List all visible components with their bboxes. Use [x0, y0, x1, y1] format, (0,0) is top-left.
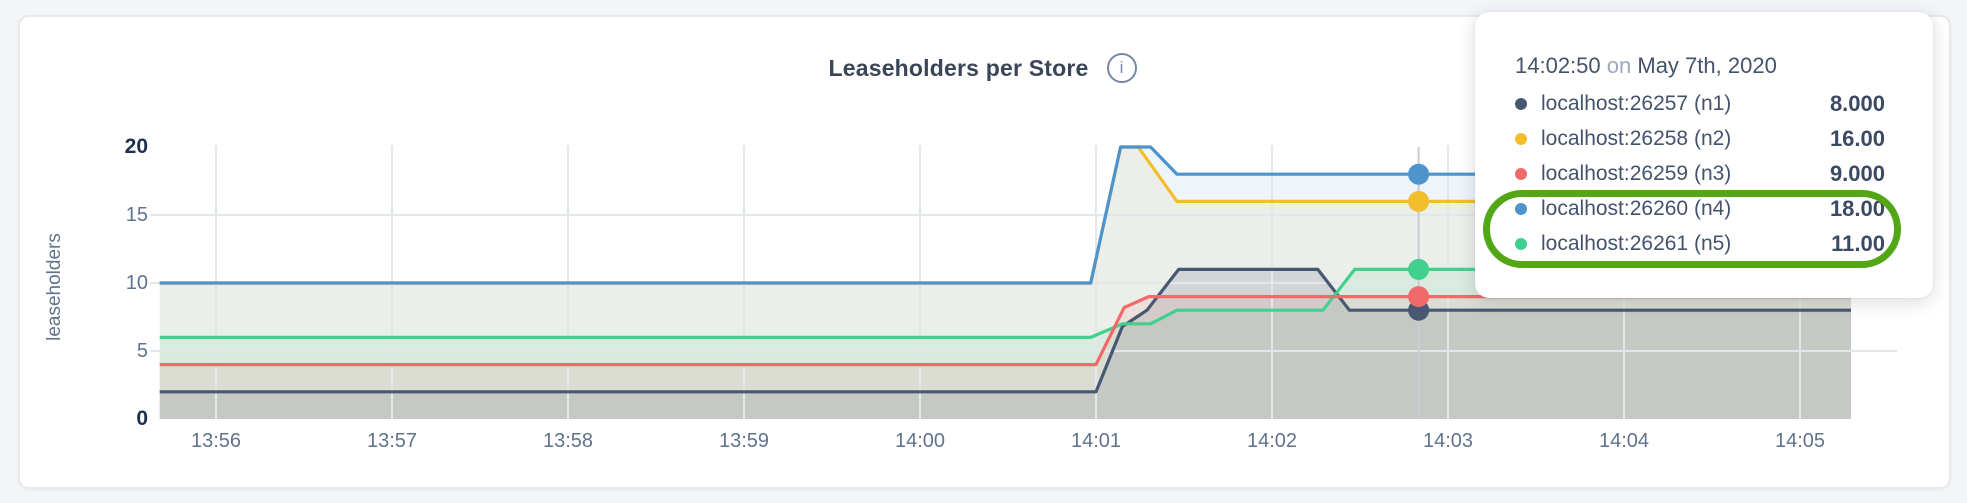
- area-n3: [159, 296, 1852, 419]
- series-line-n5: [159, 267, 1851, 339]
- hover-dot-n4: [1408, 163, 1430, 185]
- series-color-dot-icon: [1515, 97, 1527, 110]
- y-tick-label: 0: [136, 407, 148, 430]
- series-line-n3: [159, 295, 1851, 367]
- series-color-dot-icon: [1515, 237, 1527, 250]
- tooltip-connector: on: [1606, 53, 1632, 78]
- hover-dot-n5: [1408, 258, 1430, 280]
- tooltip-timestamp: 14:02:50 on May 7th, 2020: [1515, 52, 1885, 80]
- series-value: 11.00: [1831, 230, 1885, 256]
- chart-header: Leaseholders per Store i: [18, 53, 1947, 83]
- x-tick-label: 14:00: [894, 430, 946, 452]
- tooltip-row-highlighted: localhost:26260 (n4) 18.00: [1515, 191, 1885, 226]
- y-axis-label: leaseholders: [44, 233, 65, 341]
- series-value: 9.000: [1829, 160, 1885, 186]
- tooltip-row: localhost:26257 (n1) 8.000: [1515, 86, 1885, 121]
- x-tick-label: 13:57: [366, 430, 418, 452]
- x-tick-label: 13:56: [190, 430, 242, 452]
- series-color-dot-icon: [1515, 132, 1527, 145]
- series-value: 18.00: [1829, 195, 1885, 221]
- x-tick-label: 14:04: [1598, 430, 1650, 452]
- hover-dot-n3: [1408, 286, 1430, 308]
- tooltip-row: localhost:26258 (n2) 16.00: [1515, 121, 1885, 156]
- x-tick-label: 13:58: [542, 430, 594, 452]
- x-tick-label: 13:59: [718, 430, 770, 452]
- series-line-n1: [159, 267, 1851, 394]
- y-tick-label: 10: [125, 272, 148, 294]
- x-tick-label: 14:01: [1070, 430, 1122, 452]
- series-color-dot-icon: [1515, 202, 1527, 215]
- info-icon[interactable]: i: [1106, 53, 1137, 83]
- series-color-dot-icon: [1515, 167, 1527, 180]
- series-value: 16.00: [1829, 125, 1885, 151]
- series-label: localhost:26261 (n5): [1541, 231, 1732, 255]
- area-n1: [159, 269, 1852, 419]
- tooltip-row: localhost:26259 (n3) 9.000: [1515, 156, 1885, 191]
- series-line-n4: [159, 145, 1851, 285]
- x-tick-label: 14:03: [1422, 430, 1474, 452]
- y-tick-label: 15: [125, 204, 148, 226]
- hover-dot-n2: [1408, 190, 1430, 212]
- series-label: localhost:26257 (n1): [1541, 91, 1732, 115]
- tooltip-row-highlighted: localhost:26261 (n5) 11.00: [1515, 226, 1885, 261]
- y-tick-label: 5: [136, 340, 148, 362]
- x-tick-label: 14:02: [1246, 430, 1298, 452]
- series-label: localhost:26258 (n2): [1541, 126, 1732, 150]
- hover-tooltip: 14:02:50 on May 7th, 2020 localhost:2625…: [1475, 12, 1933, 298]
- x-tick-label: 14:05: [1774, 430, 1826, 452]
- series-value: 8.000: [1829, 90, 1885, 116]
- y-tick-label: 20: [124, 135, 148, 158]
- tooltip-date: May 7th, 2020: [1637, 53, 1777, 78]
- series-label: localhost:26260 (n4): [1541, 196, 1732, 220]
- series-label: localhost:26259 (n3): [1541, 161, 1732, 185]
- chart-title: Leaseholders per Store: [828, 54, 1089, 81]
- tooltip-time: 14:02:50: [1515, 53, 1601, 78]
